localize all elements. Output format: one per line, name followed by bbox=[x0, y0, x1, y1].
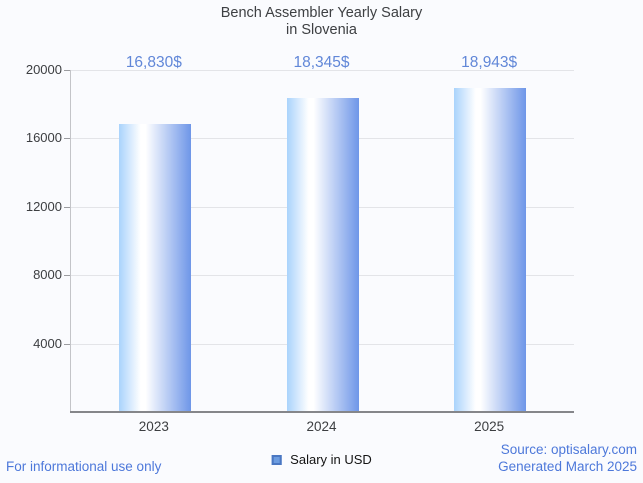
value-label: 16,830$ bbox=[125, 54, 182, 71]
disclaimer-text: For informational use only bbox=[6, 459, 162, 474]
legend: Salary in USD bbox=[271, 452, 372, 467]
x-axis-label: 2024 bbox=[306, 419, 337, 434]
gridline bbox=[71, 70, 574, 71]
x-axis-line bbox=[70, 411, 574, 413]
bar-2024[interactable] bbox=[286, 98, 359, 412]
value-label: 18,345$ bbox=[293, 54, 350, 71]
source-line: Source: optisalary.com bbox=[500, 442, 637, 457]
y-tick-mark bbox=[64, 70, 70, 71]
y-tick-mark bbox=[64, 206, 70, 208]
x-axis-label: 2025 bbox=[474, 419, 505, 434]
y-axis-label: 4000 bbox=[33, 335, 62, 351]
y-axis-label: 16000 bbox=[25, 130, 62, 146]
y-axis-label: 20000 bbox=[25, 62, 62, 77]
y-axis-label: 12000 bbox=[25, 198, 62, 214]
bar-2023[interactable] bbox=[118, 124, 191, 412]
value-label: 18,943$ bbox=[461, 54, 518, 71]
legend-label: Salary in USD bbox=[290, 452, 372, 467]
bar-2025[interactable] bbox=[454, 88, 527, 412]
x-axis-label: 2023 bbox=[138, 419, 169, 434]
y-tick-mark bbox=[64, 138, 70, 140]
y-axis-label: 8000 bbox=[33, 267, 62, 283]
plot-area bbox=[70, 70, 574, 412]
y-tick-mark bbox=[64, 343, 70, 345]
source-block: Source: optisalary.com Generated March 2… bbox=[498, 441, 637, 475]
chart-title: Bench Assembler Yearly Salary in Sloveni… bbox=[220, 5, 423, 38]
legend-marker-icon bbox=[271, 454, 282, 465]
y-tick-mark bbox=[64, 275, 70, 277]
generated-line: Generated March 2025 bbox=[498, 459, 637, 474]
